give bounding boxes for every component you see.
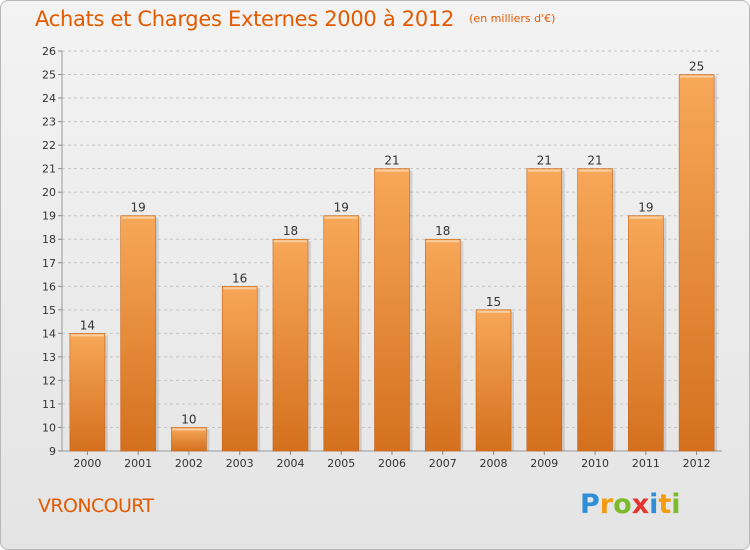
x-tick-label: 2003 xyxy=(226,457,254,470)
bar-highlight xyxy=(324,216,358,219)
logo-letter: x xyxy=(631,489,650,520)
data-label: 19 xyxy=(334,201,349,215)
chart-title: Achats et Charges Externes 2000 à 2012 xyxy=(35,7,455,31)
x-tick-label: 2008 xyxy=(480,457,508,470)
x-tick-label: 2004 xyxy=(276,457,304,470)
y-tick-label: 26 xyxy=(42,45,56,58)
bars xyxy=(69,74,718,452)
x-tick-label: 2006 xyxy=(378,457,406,470)
y-tick-label: 10 xyxy=(42,421,56,434)
y-tick-label: 12 xyxy=(42,374,56,387)
bar-highlight xyxy=(527,169,561,172)
bar-highlight xyxy=(223,287,257,290)
logo-letter: i xyxy=(649,489,659,520)
y-tick-label: 20 xyxy=(42,186,56,199)
x-tick-label: 2005 xyxy=(327,457,355,470)
y-tick-label: 23 xyxy=(42,116,56,129)
x-tick-label: 2002 xyxy=(175,457,203,470)
data-label: 25 xyxy=(689,60,704,74)
city-name: VRONCOURT xyxy=(38,495,154,517)
bar-highlight xyxy=(426,240,460,243)
logo-letter: o xyxy=(613,489,632,520)
x-tick-label: 2012 xyxy=(683,457,711,470)
bar-highlight xyxy=(629,216,663,219)
bar-highlight xyxy=(121,216,155,219)
bar xyxy=(678,74,715,452)
data-label: 21 xyxy=(537,154,552,168)
x-tick-label: 2010 xyxy=(581,457,609,470)
bar xyxy=(69,333,106,452)
data-label: 14 xyxy=(80,318,95,332)
bar xyxy=(171,427,207,452)
y-tick-label: 14 xyxy=(42,327,56,340)
y-tick-label: 11 xyxy=(42,398,56,411)
bar xyxy=(628,215,664,452)
bar xyxy=(323,215,360,452)
x-tick-label: 2001 xyxy=(124,457,152,470)
y-tick-label: 19 xyxy=(42,210,56,223)
bar-highlight xyxy=(273,240,307,243)
data-label: 21 xyxy=(587,154,602,168)
bar xyxy=(120,215,156,452)
data-label: 18 xyxy=(435,224,450,238)
bar xyxy=(526,168,563,452)
x-tick-label: 2000 xyxy=(73,457,101,470)
logo-letter: r xyxy=(599,489,614,520)
bar-highlight xyxy=(578,169,612,172)
y-tick-label: 17 xyxy=(42,257,56,270)
bar xyxy=(424,238,461,452)
y-tick-label: 25 xyxy=(42,69,56,82)
y-tick-label: 22 xyxy=(42,139,56,152)
bar-highlight xyxy=(70,334,104,337)
bar-highlight xyxy=(477,310,511,313)
bar xyxy=(374,168,410,452)
y-tick-label: 21 xyxy=(42,163,56,176)
bar xyxy=(577,168,613,452)
bar-highlight xyxy=(375,169,409,172)
title-row: Achats et Charges Externes 2000 à 2012 (… xyxy=(35,7,555,31)
data-label: 15 xyxy=(486,295,501,309)
data-label: 19 xyxy=(638,201,653,215)
logo-letter: t xyxy=(658,489,672,520)
y-tick-label: 16 xyxy=(42,280,56,293)
bar-highlight xyxy=(172,428,206,431)
x-tick-label: 2011 xyxy=(632,457,660,470)
y-tick-label: 9 xyxy=(49,445,56,458)
data-label: 18 xyxy=(283,224,298,238)
data-labels: 14 19 10 16 18 19 21 18 15 21 21 19 25 xyxy=(80,60,705,427)
logo-letter: P xyxy=(580,489,600,520)
y-tick-label: 15 xyxy=(42,304,56,317)
bar xyxy=(272,238,309,452)
logo-letter: i xyxy=(671,489,681,520)
data-label: 21 xyxy=(384,154,399,168)
bar xyxy=(475,309,512,452)
y-tick-label: 18 xyxy=(42,233,56,246)
y-tick-label: 13 xyxy=(42,351,56,364)
data-label: 10 xyxy=(181,412,196,426)
chart-subtitle: (en milliers d'€) xyxy=(469,12,556,25)
x-tick-label: 2009 xyxy=(530,457,558,470)
bar xyxy=(221,285,258,452)
x-tick-label: 2007 xyxy=(429,457,457,470)
proxiti-logo[interactable]: Proxiti xyxy=(580,489,681,520)
bar-highlight xyxy=(680,75,714,78)
data-label: 19 xyxy=(131,201,146,215)
data-label: 16 xyxy=(232,271,247,285)
y-tick-label: 24 xyxy=(42,92,56,105)
